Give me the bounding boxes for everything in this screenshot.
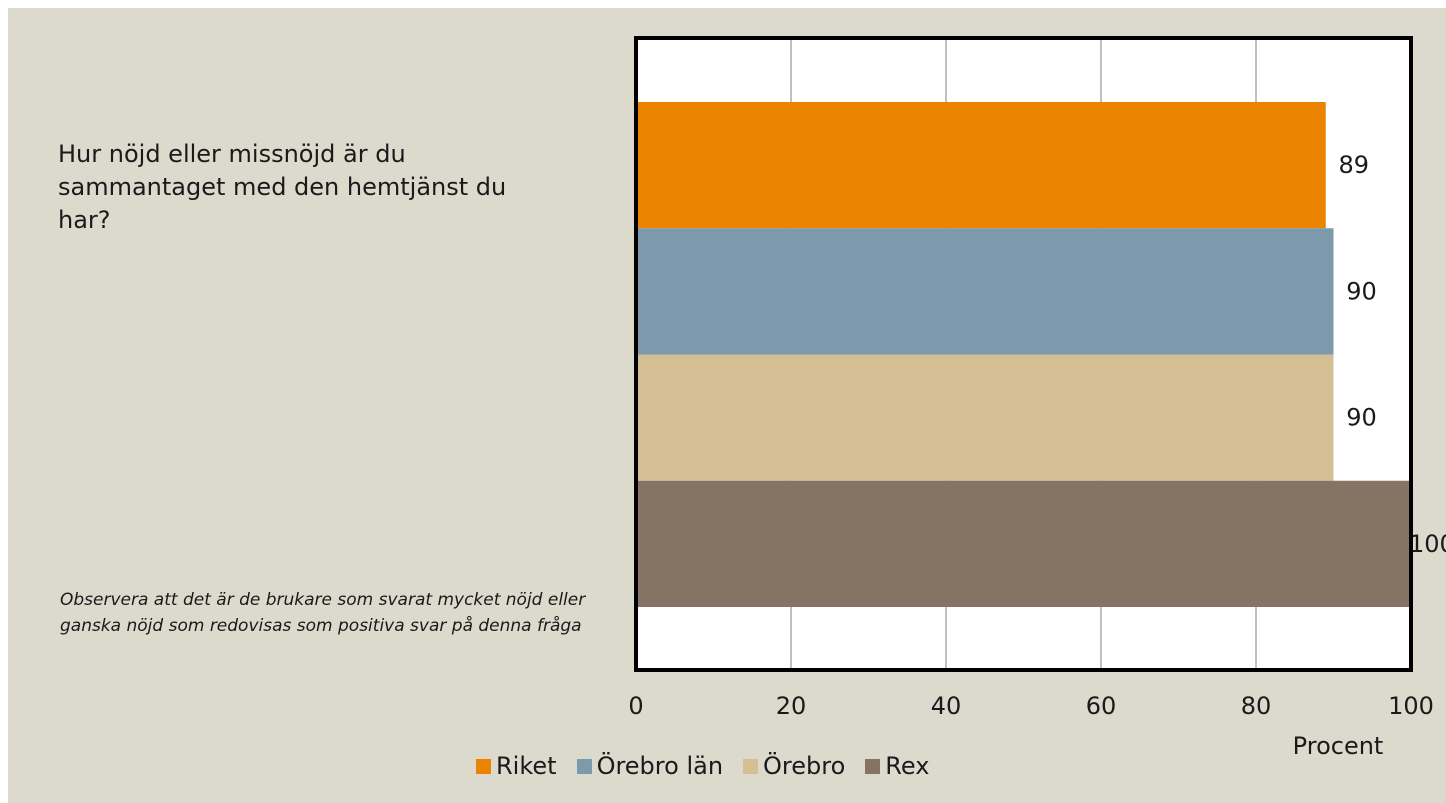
legend: Riket Örebro län Örebro Rex [476,752,949,780]
x-tick-label: 100 [1388,692,1434,720]
plot-frame [634,36,1413,672]
bar--rebro-l-n [636,228,1334,355]
legend-item: Örebro län [576,752,724,780]
x-tick-label: 20 [776,692,807,720]
legend-label: Rex [885,752,930,780]
bar-value-label: 90 [1346,277,1377,305]
legend-item: Rex [865,752,929,780]
x-tick-label: 40 [931,692,962,720]
legend-swatch [476,758,491,774]
legend-swatch [743,758,759,774]
legend-swatch [576,758,592,774]
legend-swatch [865,758,881,774]
note-text: Observera att det är de brukare som svar… [60,590,586,636]
x-axis-label: Procent [1293,732,1384,760]
legend-label: Riket [496,752,557,780]
x-tick-label: 60 [1086,692,1117,720]
legend-label: Örebro [763,752,846,780]
question-text: Hur nöjd eller missnöjd är du sammantage… [58,140,507,234]
legend-label: Örebro län [596,752,724,780]
bar-riket [636,102,1326,229]
bar--rebro [636,354,1334,481]
x-tick-label: 0 [628,692,643,720]
legend-item: Riket [476,752,557,780]
bar-rex [636,480,1411,607]
bar-value-label: 90 [1346,404,1377,432]
bar-value-label: 89 [1338,151,1369,179]
legend-item: Örebro [743,752,845,780]
bar-value-label: 100 [1409,530,1446,558]
x-tick-label: 80 [1241,692,1272,720]
